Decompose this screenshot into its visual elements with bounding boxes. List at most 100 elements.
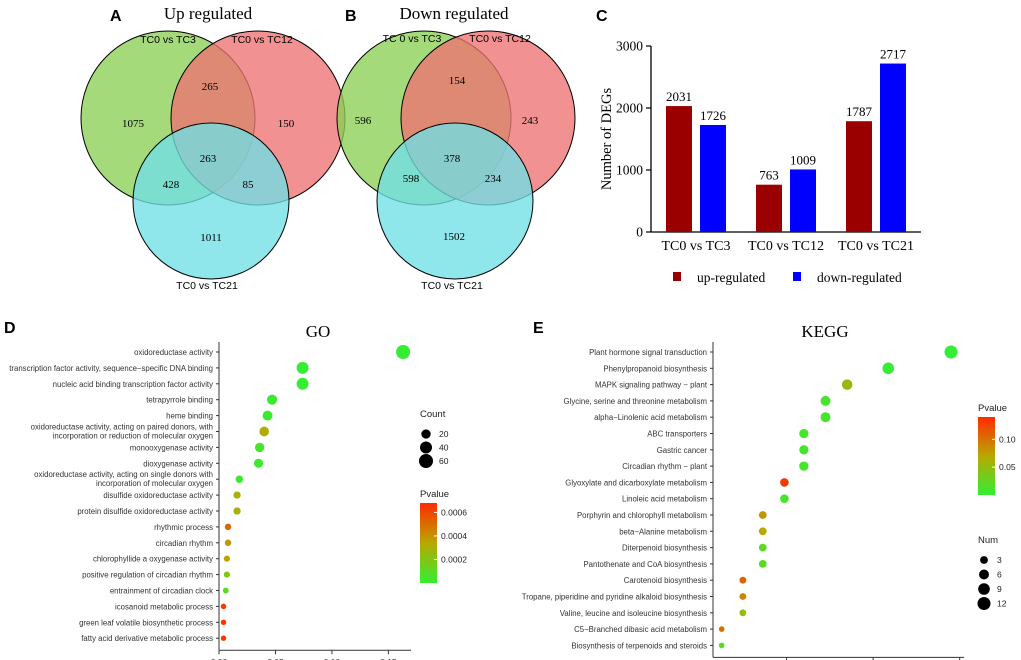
panel-letter-d: D <box>4 320 16 337</box>
y-axis-title: Number of DEGs <box>599 88 615 191</box>
term-label: rhythmic process <box>154 523 213 532</box>
term-label: Tropane, piperidine and pyridine alkaloi… <box>522 593 707 602</box>
bar-value-label: 1787 <box>846 104 873 119</box>
term-dot <box>799 428 809 439</box>
venn-region-only3: 1011 <box>200 232 222 244</box>
venn-set3-label: TC0 vs TC21 <box>421 280 483 292</box>
y-tick-label: 2000 <box>616 101 643 116</box>
term-label: transcription factor activity, sequence−… <box>9 364 213 373</box>
x-tick-label: TC0 vs TC12 <box>748 239 824 254</box>
venn-region-i123: 263 <box>200 153 217 165</box>
bar-value-label: 2031 <box>666 89 692 104</box>
bar-down-regulated <box>880 63 906 232</box>
x-tick-label: TC0 vs TC3 <box>662 239 731 254</box>
bar-up-regulated <box>756 184 782 232</box>
pvalue-tick-label: 0.0002 <box>441 554 467 564</box>
pvalue-tick-label: 0.05 <box>999 462 1016 472</box>
term-label: Biosynthesis of terpenoids and steroids <box>571 641 707 650</box>
term-label: disulfide oxidoreductase activity <box>103 491 213 500</box>
venn-region-only1: 596 <box>355 115 372 127</box>
pvalue-color-bar <box>420 503 437 583</box>
term-dot <box>259 426 270 437</box>
x-tick-label: 0.05 <box>267 657 284 660</box>
term-label: Pantothenate and CoA biosynthesis <box>583 560 707 569</box>
title-down-regulated: Down regulated <box>399 4 509 23</box>
pvalue-legend-title: Pvalue <box>420 489 449 500</box>
term-label: oxidoreductase activity <box>134 348 213 357</box>
size-legend-label: 40 <box>439 443 449 453</box>
panel-letter-a: A <box>110 8 122 25</box>
venn-circle-set3 <box>376 122 534 280</box>
term-dot <box>944 345 958 359</box>
bar-value-label: 2717 <box>880 47 907 62</box>
term-dot <box>396 345 411 359</box>
size-legend-title: Num <box>978 535 998 546</box>
term-label: Linoleic acid metabolism <box>622 495 707 504</box>
bar-value-label: 1726 <box>700 108 727 123</box>
term-label: entrainment of circadian clock <box>110 587 213 596</box>
term-dot <box>882 362 895 375</box>
term-label: Plant hormone signal transduction <box>589 348 707 357</box>
term-dot <box>254 442 265 453</box>
panel-letter-e: E <box>533 320 544 337</box>
venn-set2-label: TC0 vs TC12 <box>469 33 531 45</box>
size-legend-label: 12 <box>997 599 1007 609</box>
term-label: chlorophyllide a oxygenase activity <box>93 555 213 564</box>
size-legend-dot <box>980 556 988 564</box>
venn-region-i12: 154 <box>449 75 466 87</box>
bar-up-regulated <box>846 121 872 232</box>
term-label: Diterpenoid biosynthesis <box>622 544 707 553</box>
term-label: dioxygenase activity <box>143 459 213 468</box>
term-label: Phenylpropanoid biosynthesis <box>603 364 707 373</box>
venn-region-i23: 234 <box>485 173 502 185</box>
bar-down-regulated <box>700 124 726 232</box>
term-dot <box>220 619 227 626</box>
term-label: C5−Branched dibasic acid metabolism <box>574 625 707 634</box>
y-tick-label: 3000 <box>616 39 643 54</box>
term-dot <box>223 555 230 562</box>
term-label: Gastric cancer <box>657 446 708 455</box>
pvalue-color-bar <box>978 417 995 495</box>
venn-set3-label: TC0 vs TC21 <box>176 280 238 292</box>
term-dot <box>758 560 767 568</box>
term-dot <box>799 461 809 471</box>
term-label: Valine, leucine and isoleucine biosynthe… <box>560 609 707 618</box>
term-label: ABC transporters <box>647 430 707 439</box>
kegg-dot-plot: 0.020.040.06Plant hormone signal transdu… <box>522 342 1016 660</box>
term-dot <box>780 494 789 504</box>
term-dot <box>718 626 725 632</box>
venn-region-i13: 428 <box>163 179 180 191</box>
term-label: monooxygenase activity <box>130 443 213 452</box>
venn-region-only2: 150 <box>278 118 295 130</box>
term-dot <box>820 412 831 423</box>
size-legend-title: Count <box>420 409 446 420</box>
legend-label-down: down-regulated <box>817 270 902 285</box>
panel-letter-c: C <box>596 8 608 25</box>
term-label: incorporation of molecular oxygen <box>96 479 213 488</box>
term-dot <box>758 543 767 552</box>
size-legend-label: 9 <box>997 584 1002 594</box>
venn-region-only3: 1502 <box>443 231 465 243</box>
term-dot <box>220 635 227 641</box>
panel-letter-b: B <box>345 8 357 25</box>
bar-legend: up-regulated down-regulated <box>673 270 902 285</box>
pvalue-legend: Pvalue 0.0006 0.0004 0.0002 <box>420 489 467 583</box>
legend-swatch-down <box>793 272 801 281</box>
term-dot <box>739 593 747 600</box>
x-tick-label: 0.15 <box>380 657 397 660</box>
x-tick-label: 0.00 <box>211 657 228 660</box>
term-dot <box>718 642 725 649</box>
size-legend: Count 20 40 60 <box>419 409 449 468</box>
term-label: tetrapyrrole binding <box>146 396 213 405</box>
term-label: Porphyrin and chlorophyll metabolism <box>577 511 707 520</box>
legend-swatch-up <box>673 272 681 281</box>
term-dot <box>739 576 747 584</box>
term-dot <box>224 523 232 531</box>
venn-region-only2: 243 <box>522 115 539 127</box>
term-label: Glycine, serine and threonine metabolism <box>564 397 707 406</box>
size-legend-label: 60 <box>439 456 449 466</box>
pvalue-tick-label: 0.0004 <box>441 531 467 541</box>
venn-set1-label: TC 0 vs TC3 <box>383 33 442 45</box>
term-dot <box>739 609 747 617</box>
